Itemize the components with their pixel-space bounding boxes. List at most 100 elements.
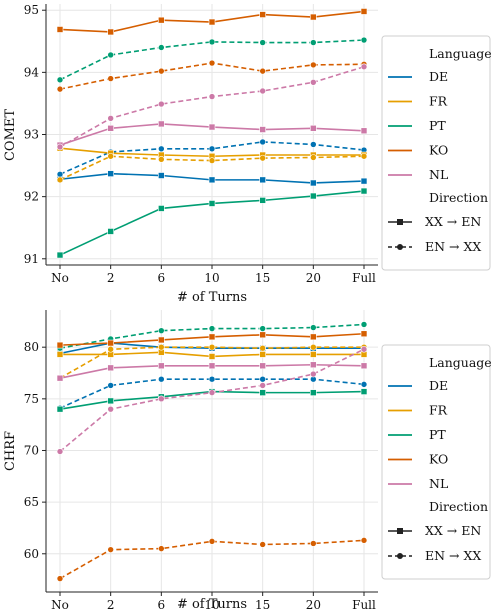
data-point-nl-xx-en: [107, 124, 114, 132]
data-point-pt-en-xx: [56, 76, 64, 84]
data-point-ko-en-xx: [259, 541, 266, 548]
legend-item-de: DE: [429, 378, 448, 393]
legend: Language DE FR PT KO NL Direction XX → EN EN → X…: [381, 35, 492, 271]
data-point-pt-en-xx: [107, 51, 114, 59]
data-point-fr-en-xx: [360, 152, 368, 160]
y-axis-title: COMET: [3, 109, 18, 161]
data-point-nl-en-xx: [158, 395, 165, 403]
chart-panel-comet: 91 92 93 94 95 No 2 6 10 15 20 Full COMET # of Turns L…: [3, 3, 492, 305]
data-point-fr-en-xx: [259, 154, 266, 162]
data-point-fr-en-xx: [208, 343, 216, 351]
legend-item-direction: EN → XX: [425, 239, 481, 254]
data-point-ko-xx-en: [360, 8, 368, 15]
data-point-pt-en-xx: [310, 39, 317, 46]
data-point-pt-xx-en: [360, 187, 368, 195]
data-point-pt-xx-en: [310, 389, 317, 396]
data-point-nl-en-xx: [310, 79, 317, 86]
data-point-ko-xx-en: [158, 336, 165, 344]
data-point-pt-xx-en: [259, 389, 266, 396]
legend-item-de: DE: [429, 69, 448, 84]
data-point-pt-en-xx: [208, 325, 216, 332]
legend-item-nl: NL: [429, 476, 448, 491]
data-point-nl-en-xx: [360, 345, 368, 353]
x-tick-label: 20: [306, 598, 321, 610]
data-point-pt-xx-en: [56, 405, 64, 413]
legend-marker-circle: [397, 244, 403, 250]
data-point-pt-en-xx: [158, 327, 165, 334]
y-tick-label: 92: [24, 190, 39, 204]
y-tick-label: 91: [24, 252, 39, 266]
data-point-nl-xx-en: [107, 364, 114, 372]
data-point-fr-xx-en: [56, 351, 64, 358]
data-point-nl-xx-en: [158, 120, 165, 128]
x-tick-label: 20: [306, 271, 321, 285]
legend: Language DE FR PT KO NL Direction XX → EN EN → X…: [381, 344, 492, 580]
legend-marker-circle: [397, 553, 403, 559]
data-point-ko-xx-en: [208, 333, 216, 341]
data-point-nl-en-xx: [259, 382, 266, 389]
data-point-nl-en-xx: [158, 100, 165, 108]
data-point-pt-xx-en: [56, 251, 64, 259]
data-point-pt-en-xx: [259, 39, 266, 46]
data-point-nl-xx-en: [259, 126, 266, 133]
data-point-de-en-xx: [310, 141, 317, 148]
legend-item-nl: NL: [429, 167, 448, 182]
data-point-nl-en-xx: [56, 448, 64, 455]
legend-item-ko: KO: [429, 452, 448, 467]
x-tick-label: 2: [107, 271, 115, 285]
data-point-de-xx-en: [158, 172, 165, 179]
data-point-nl-xx-en: [360, 127, 368, 135]
legend-box: [381, 35, 491, 271]
data-point-nl-en-xx: [310, 370, 317, 378]
data-point-fr-xx-en: [310, 351, 317, 358]
data-point-fr-en-xx: [259, 344, 266, 352]
data-point-de-xx-en: [310, 179, 317, 187]
data-point-nl-xx-en: [208, 123, 216, 131]
data-point-de-en-xx: [56, 170, 64, 178]
data-point-ko-xx-en: [259, 331, 266, 339]
x-tick-label: Full: [352, 598, 376, 610]
x-tick-label: 15: [255, 271, 270, 285]
legend-item-direction: EN → XX: [425, 548, 481, 563]
data-point-fr-en-xx: [158, 156, 165, 163]
legend-item-fr: FR: [429, 94, 448, 109]
data-point-pt-xx-en: [310, 192, 317, 200]
legend-title-direction: Direction: [429, 190, 488, 205]
data-point-pt-en-xx: [360, 36, 368, 44]
y-tick-label: 70: [24, 443, 39, 457]
legend-title-language: Language: [429, 355, 492, 370]
x-tick-label: No: [51, 271, 69, 285]
data-point-ko-en-xx: [310, 61, 317, 69]
legend-item-fr: FR: [429, 403, 448, 418]
y-tick-label: 95: [24, 3, 39, 17]
x-axis-title: # of Turns: [177, 290, 247, 305]
chart-panel-chrf: 60 65 70 75 80 No 2 6 10 15 20 Full CHRF # of Turns La…: [3, 310, 492, 612]
data-point-ko-en-xx: [208, 538, 216, 545]
x-tick-label: 6: [158, 598, 166, 610]
data-point-nl-en-xx: [360, 63, 368, 71]
y-tick-label: 80: [24, 340, 39, 354]
data-point-pt-xx-en: [107, 397, 114, 405]
legend-title-direction: Direction: [429, 499, 488, 514]
data-point-pt-xx-en: [107, 228, 114, 235]
x-tick-label: Full: [352, 271, 376, 285]
data-point-ko-xx-en: [107, 339, 114, 347]
y-axis-title: CHRF: [3, 431, 18, 471]
data-point-de-xx-en: [208, 176, 216, 184]
data-point-ko-xx-en: [107, 28, 114, 36]
data-point-de-en-xx: [107, 382, 114, 389]
data-point-de-en-xx: [158, 145, 165, 153]
data-point-nl-en-xx: [208, 389, 216, 396]
data-point-ko-xx-en: [208, 18, 216, 26]
data-point-de-en-xx: [259, 375, 266, 383]
data-point-fr-en-xx: [107, 345, 114, 353]
data-point-ko-en-xx: [158, 67, 165, 75]
data-point-fr-en-xx: [208, 157, 216, 164]
data-point-ko-xx-en: [56, 341, 64, 349]
data-point-pt-xx-en: [360, 388, 368, 395]
legend-item-direction: XX → EN: [425, 523, 481, 538]
data-point-de-en-xx: [360, 381, 368, 388]
data-point-nl-en-xx: [107, 405, 114, 413]
